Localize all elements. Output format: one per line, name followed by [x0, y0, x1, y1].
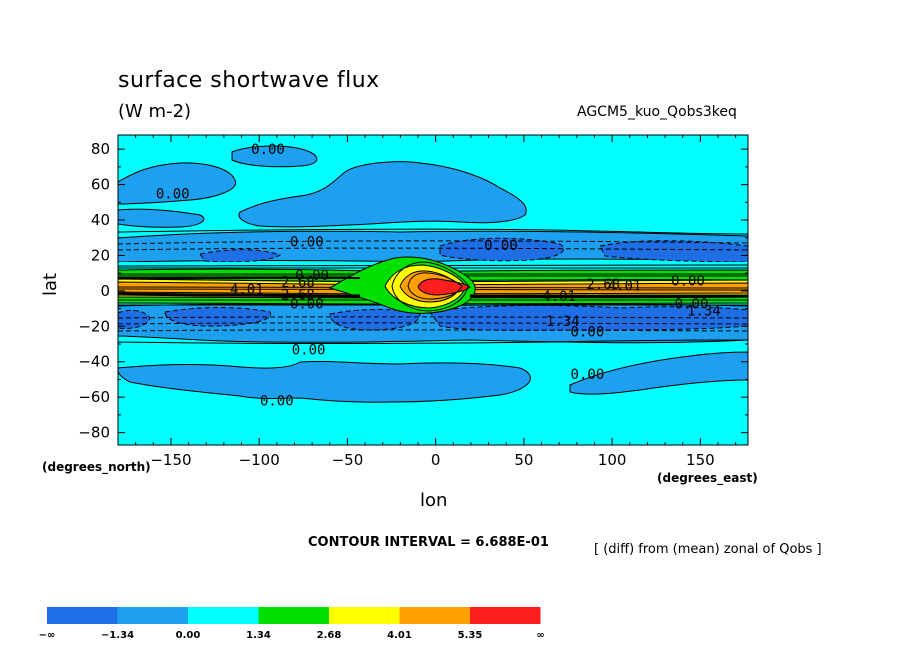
model-name: AGCM5_kuo_Qobs3keq	[577, 104, 737, 120]
contour-label: 4.01	[230, 282, 264, 298]
colorbar-swatch	[470, 607, 541, 624]
x-tick-label: −150	[150, 451, 191, 469]
y-axis-unit: (degrees_north)	[42, 460, 151, 474]
contour-label: 0.00	[292, 342, 326, 358]
region-north-neg	[238, 161, 527, 228]
plot-frame	[117, 134, 749, 446]
contour-label: 1.34	[546, 314, 580, 330]
y-tick-label: −20	[78, 317, 110, 335]
axis-tick-labels: −150 −100 −50 0 50 100 150 80 60 40 20 0 −20 −40 −60 −8…	[78, 140, 714, 469]
x-tick-label: 100	[598, 451, 627, 469]
colorbar-label: 5.35	[458, 630, 483, 641]
y-tick-label: 20	[91, 246, 110, 264]
x-tick-label: 150	[686, 451, 715, 469]
x-tick-label: −50	[332, 451, 364, 469]
x-tick-label: 0	[431, 451, 441, 469]
region-north-strong-neg	[599, 240, 748, 263]
colorbar-swatch	[329, 607, 400, 624]
bulge-contour-lines	[391, 261, 469, 312]
band-black-line	[118, 292, 361, 298]
colorbar-label: −∞	[39, 630, 56, 641]
band-black-line	[469, 294, 748, 299]
contour-label: 0.00	[484, 238, 518, 254]
x-axis-label: lon	[420, 490, 448, 511]
contour-label: 0.00	[571, 367, 605, 383]
contour-label: 0.00	[156, 186, 190, 202]
region-north-strong-neg	[439, 237, 565, 262]
colorbar-swatch	[188, 607, 259, 624]
colorbar-label: ∞	[536, 630, 544, 641]
chart-title: surface shortwave flux	[118, 68, 380, 93]
diff-note: [ (diff) from (mean) zonal of Qobs ]	[594, 542, 822, 557]
x-tick-label: 50	[514, 451, 533, 469]
contour-label-group: 0.000.000.00 0.000.002.684.01 2.680.002.68…	[156, 142, 721, 410]
contour-label: 1.34	[687, 303, 721, 319]
region-south-neg	[118, 360, 531, 403]
axis-ticks	[118, 135, 748, 445]
region-south-strong-neg	[329, 309, 421, 331]
contour-label: 2.68	[281, 275, 315, 291]
colorbar-swatch	[399, 607, 470, 624]
contour-label: 4.01	[542, 289, 576, 305]
colorbar-swatch	[117, 607, 188, 624]
contour-label: 0.00	[295, 268, 329, 284]
colorbar-label: 0.00	[176, 630, 201, 641]
contour-label: 2.68	[281, 287, 315, 303]
contour-label: 4.01	[608, 279, 642, 295]
region-north-strong-neg	[199, 249, 282, 263]
colorbar: −∞ −1.34 0.00 1.34 2.68 4.01 5.35 ∞	[39, 607, 545, 641]
contour-label: 0.00	[671, 273, 705, 289]
contour-label: 0.00	[290, 234, 324, 250]
region-north-neg	[118, 162, 237, 205]
colorbar-swatch	[47, 607, 118, 624]
y-tick-label: −40	[78, 353, 110, 371]
contour-label: 2.68	[586, 277, 620, 293]
contour-interval: CONTOUR INTERVAL = 6.688E-01	[308, 535, 549, 550]
zero-contour-lines	[118, 228, 748, 344]
y-tick-label: 0	[100, 282, 110, 300]
region-north-neg	[231, 145, 318, 168]
colorbar-label: 1.34	[246, 630, 271, 641]
contour-label: 0.00	[251, 142, 285, 158]
y-tick-label: 80	[91, 140, 110, 158]
colorbar-label: 4.01	[387, 630, 412, 641]
y-axis-label: lat	[40, 272, 61, 296]
colorbar-label: −1.34	[101, 630, 134, 641]
colorbar-swatch	[258, 607, 329, 624]
x-tick-label: −100	[239, 451, 280, 469]
y-tick-label: 40	[91, 211, 110, 229]
colorbar-label: 2.68	[317, 630, 342, 641]
dashed-contour-lines	[118, 240, 748, 332]
region-south-neg	[569, 351, 748, 395]
x-axis-unit: (degrees_east)	[657, 471, 758, 485]
y-tick-label: −60	[78, 388, 110, 406]
contour-label: 0.00	[290, 296, 324, 312]
y-tick-label: 60	[91, 176, 110, 194]
contour-label: 0.00	[260, 394, 294, 410]
chart-units: (W m-2)	[118, 101, 192, 122]
region-north-neg	[118, 208, 205, 228]
y-tick-label: −80	[78, 424, 110, 442]
contour-field	[118, 135, 748, 445]
contour-label: 0.00	[675, 296, 709, 312]
contour-label: 0.00	[571, 325, 605, 341]
